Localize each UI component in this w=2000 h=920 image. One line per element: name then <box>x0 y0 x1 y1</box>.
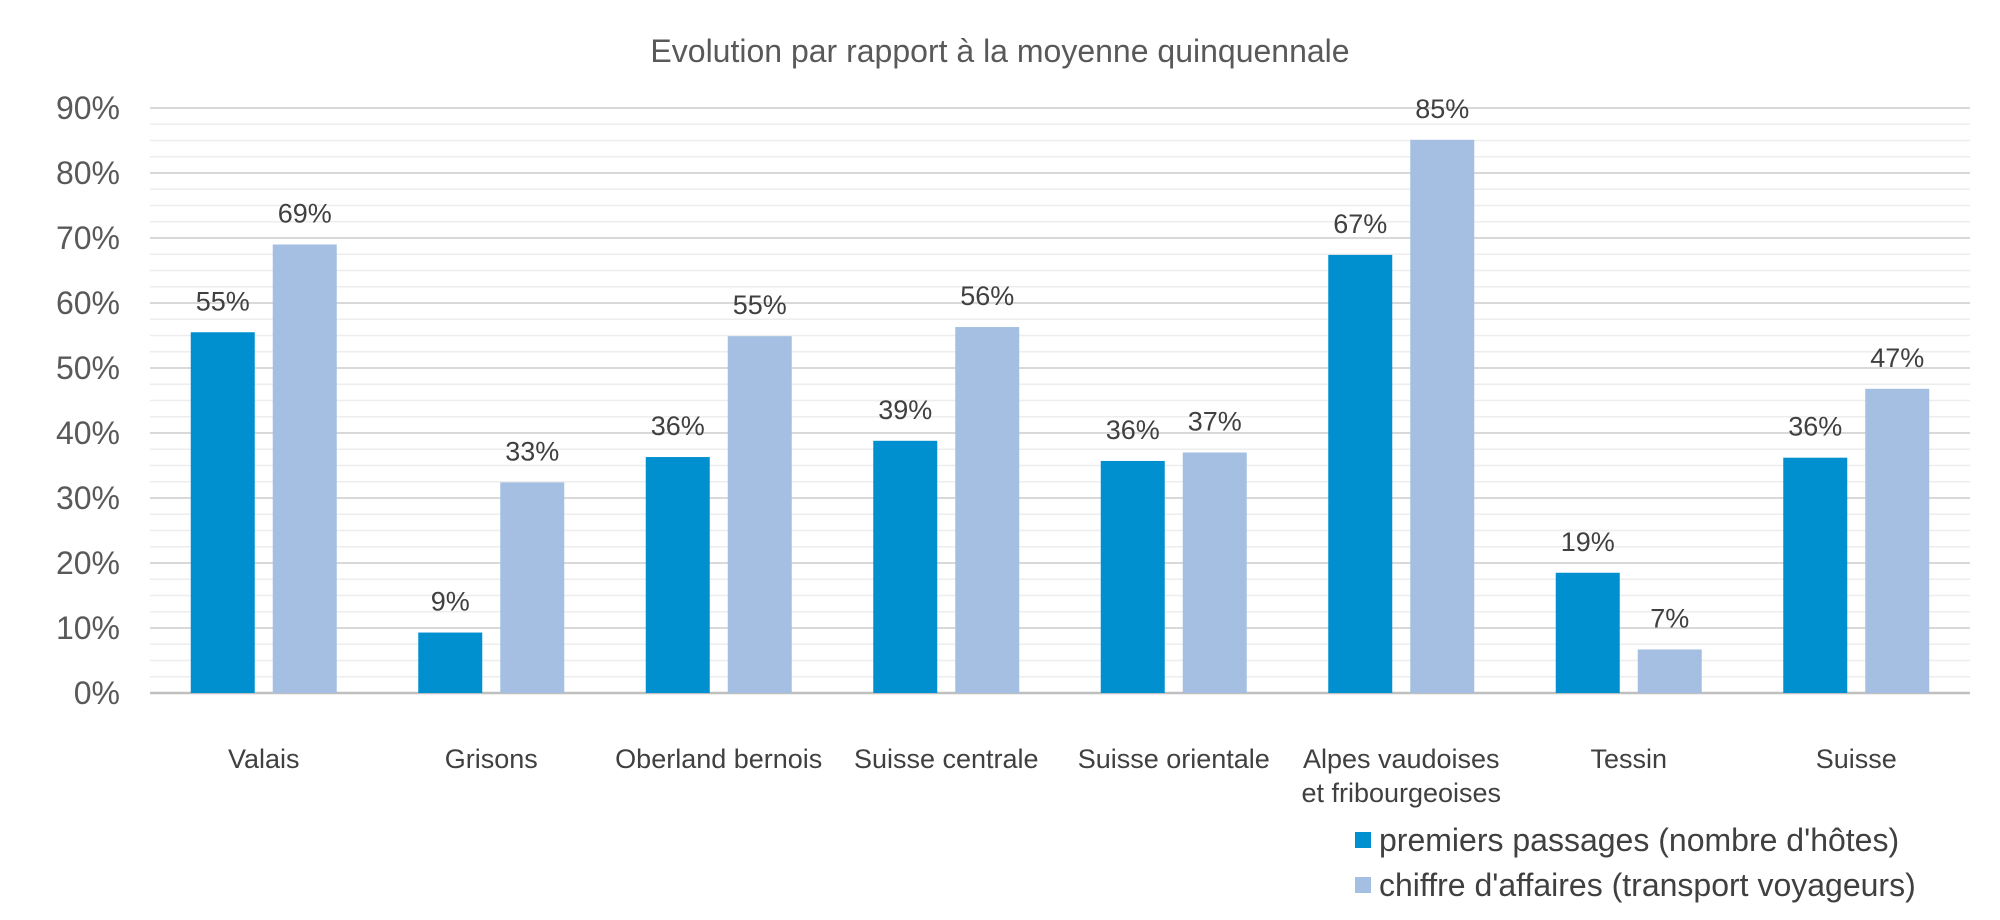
x-tick-label: Grisons <box>445 744 538 774</box>
bar-series-1-2 <box>418 632 483 693</box>
y-tick-label: 40% <box>56 415 120 451</box>
y-tick-label: 60% <box>56 285 120 321</box>
y-tick-label: 90% <box>56 90 120 126</box>
data-label: 69% <box>278 199 332 229</box>
y-tick-label: 10% <box>56 610 120 646</box>
data-label: 36% <box>651 411 705 441</box>
bar-series-1-7 <box>1555 572 1620 693</box>
data-label: 9% <box>431 587 470 617</box>
x-tick-label: Suisse orientale <box>1078 744 1270 774</box>
data-label: 55% <box>196 286 250 316</box>
bar-series-1-4 <box>873 440 938 693</box>
data-label: 39% <box>878 395 932 425</box>
data-label: 19% <box>1561 527 1615 557</box>
data-labels: 55% 9% 36% 39% 36% 67% 19% 36% 69% 33% 55% 56% 37% 85… <box>196 94 1925 634</box>
bar-series-2-3 <box>727 336 792 693</box>
bar-series-1-6 <box>1328 254 1393 693</box>
x-tick-label: Alpes vaudoises et fribourgeoises <box>1301 744 1501 808</box>
legend-label: premiers passages (nombre d'hôtes) <box>1379 822 1899 858</box>
chart-title: Evolution par rapport à la moyenne quinq… <box>650 33 1349 69</box>
legend-swatch <box>1355 832 1371 848</box>
gridlines <box>150 107 1970 695</box>
y-axis-ticks: 0% 10% 20% 30% 40% 50% 60% 70% 80% 90% <box>56 90 120 711</box>
legend: premiers passages (nombre d'hôtes) chiffr… <box>1355 822 1916 903</box>
data-label: 55% <box>733 290 787 320</box>
bar-series-1-1 <box>190 332 255 693</box>
y-tick-label: 50% <box>56 350 120 386</box>
y-tick-label: 20% <box>56 545 120 581</box>
bar-series-1-5 <box>1100 460 1165 693</box>
bar-series-2-5 <box>1182 452 1247 693</box>
bar-series-1-3 <box>645 457 710 693</box>
data-label: 56% <box>960 281 1014 311</box>
data-label: 67% <box>1333 209 1387 239</box>
x-tick-label: Suisse <box>1816 744 1897 774</box>
x-tick-label: Tessin <box>1590 744 1667 774</box>
bar-series-2-7 <box>1637 649 1702 693</box>
x-axis-ticks: Valais Grisons Oberland bernois Suisse cent… <box>228 744 1897 808</box>
legend-label: chiffre d'affaires (transport voyageurs) <box>1379 867 1916 903</box>
legend-swatch <box>1355 877 1371 893</box>
data-label: 33% <box>505 436 559 466</box>
data-label: 7% <box>1650 603 1689 633</box>
y-tick-label: 70% <box>56 220 120 256</box>
x-tick-label: Suisse centrale <box>854 744 1039 774</box>
bar-series-2-1 <box>272 244 337 693</box>
data-label: 36% <box>1106 415 1160 445</box>
bar-series-2-8 <box>1865 388 1930 693</box>
x-tick-label: Valais <box>228 744 300 774</box>
y-tick-label: 30% <box>56 480 120 516</box>
data-label: 47% <box>1870 343 1924 373</box>
bars <box>190 139 1930 694</box>
data-label: 85% <box>1415 94 1469 124</box>
bar-series-1-8 <box>1783 457 1848 693</box>
x-tick-label: Oberland bernois <box>615 744 822 774</box>
bar-series-2-4 <box>955 327 1020 693</box>
bar-series-2-2 <box>500 482 565 693</box>
data-label: 37% <box>1188 407 1242 437</box>
y-tick-label: 0% <box>74 675 120 711</box>
bar-series-2-6 <box>1410 139 1475 694</box>
y-tick-label: 80% <box>56 155 120 191</box>
data-label: 36% <box>1788 412 1842 442</box>
